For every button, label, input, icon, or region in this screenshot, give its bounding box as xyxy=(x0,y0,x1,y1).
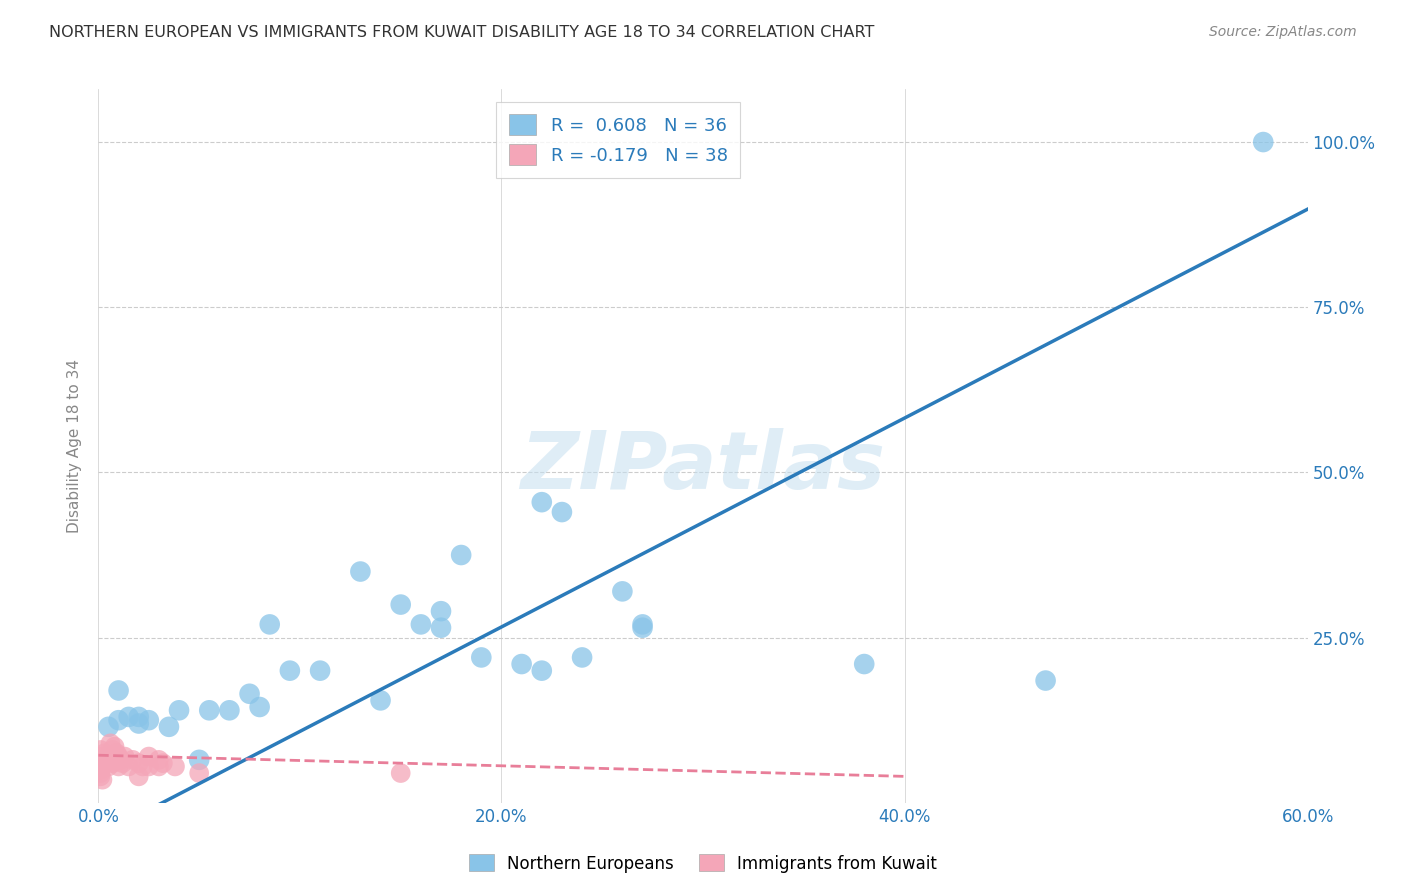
Point xyxy=(152,756,174,771)
Point xyxy=(89,766,111,780)
Point xyxy=(853,657,876,671)
Point xyxy=(107,683,129,698)
Text: NORTHERN EUROPEAN VS IMMIGRANTS FROM KUWAIT DISABILITY AGE 18 TO 34 CORRELATION : NORTHERN EUROPEAN VS IMMIGRANTS FROM KUW… xyxy=(49,25,875,40)
Point xyxy=(157,720,180,734)
Point xyxy=(138,713,160,727)
Point xyxy=(89,769,111,783)
Point xyxy=(239,687,262,701)
Point xyxy=(309,664,332,678)
Point xyxy=(103,753,125,767)
Point xyxy=(107,749,129,764)
Point xyxy=(97,759,120,773)
Point xyxy=(571,650,593,665)
Point xyxy=(188,753,211,767)
Point xyxy=(349,565,371,579)
Point xyxy=(114,749,136,764)
Point xyxy=(389,766,412,780)
Point xyxy=(89,763,111,777)
Legend: Northern Europeans, Immigrants from Kuwait: Northern Europeans, Immigrants from Kuwa… xyxy=(463,847,943,880)
Point xyxy=(409,617,432,632)
Point xyxy=(96,753,118,767)
Point xyxy=(370,693,392,707)
Point xyxy=(470,650,492,665)
Point xyxy=(132,759,155,773)
Point xyxy=(167,703,190,717)
Point xyxy=(631,621,654,635)
Text: Source: ZipAtlas.com: Source: ZipAtlas.com xyxy=(1209,25,1357,39)
Point xyxy=(100,736,122,750)
Point xyxy=(97,720,120,734)
Point xyxy=(89,759,111,773)
Point xyxy=(128,756,150,771)
Point xyxy=(89,753,111,767)
Point xyxy=(530,664,553,678)
Point xyxy=(530,495,553,509)
Point xyxy=(510,657,533,671)
Point xyxy=(110,753,132,767)
Point xyxy=(1251,135,1274,149)
Point xyxy=(249,700,271,714)
Point xyxy=(278,664,301,678)
Legend: R =  0.608   N = 36, R = -0.179   N = 38: R = 0.608 N = 36, R = -0.179 N = 38 xyxy=(496,102,741,178)
Point xyxy=(128,769,150,783)
Point xyxy=(128,710,150,724)
Point xyxy=(551,505,574,519)
Point xyxy=(89,743,111,757)
Point xyxy=(138,759,160,773)
Point xyxy=(103,739,125,754)
Point xyxy=(631,617,654,632)
Point xyxy=(105,746,128,760)
Point xyxy=(107,759,129,773)
Point xyxy=(389,598,412,612)
Point xyxy=(91,772,114,787)
Point xyxy=(97,749,120,764)
Point xyxy=(93,746,115,760)
Point xyxy=(118,710,141,724)
Point xyxy=(128,716,150,731)
Point xyxy=(121,753,143,767)
Text: ZIPatlas: ZIPatlas xyxy=(520,428,886,507)
Point xyxy=(138,749,160,764)
Point xyxy=(163,759,186,773)
Point xyxy=(1035,673,1057,688)
Point xyxy=(101,756,124,771)
Point xyxy=(89,756,111,771)
Point xyxy=(218,703,240,717)
Point xyxy=(259,617,281,632)
Point xyxy=(430,604,453,618)
Point xyxy=(148,753,170,767)
Point xyxy=(93,756,115,771)
Point xyxy=(118,759,141,773)
Point xyxy=(430,621,453,635)
Point xyxy=(188,766,211,780)
Point xyxy=(198,703,221,717)
Point xyxy=(107,713,129,727)
Point xyxy=(148,759,170,773)
Y-axis label: Disability Age 18 to 34: Disability Age 18 to 34 xyxy=(67,359,83,533)
Point xyxy=(612,584,634,599)
Point xyxy=(111,756,134,771)
Point xyxy=(450,548,472,562)
Point xyxy=(89,749,111,764)
Point xyxy=(101,743,124,757)
